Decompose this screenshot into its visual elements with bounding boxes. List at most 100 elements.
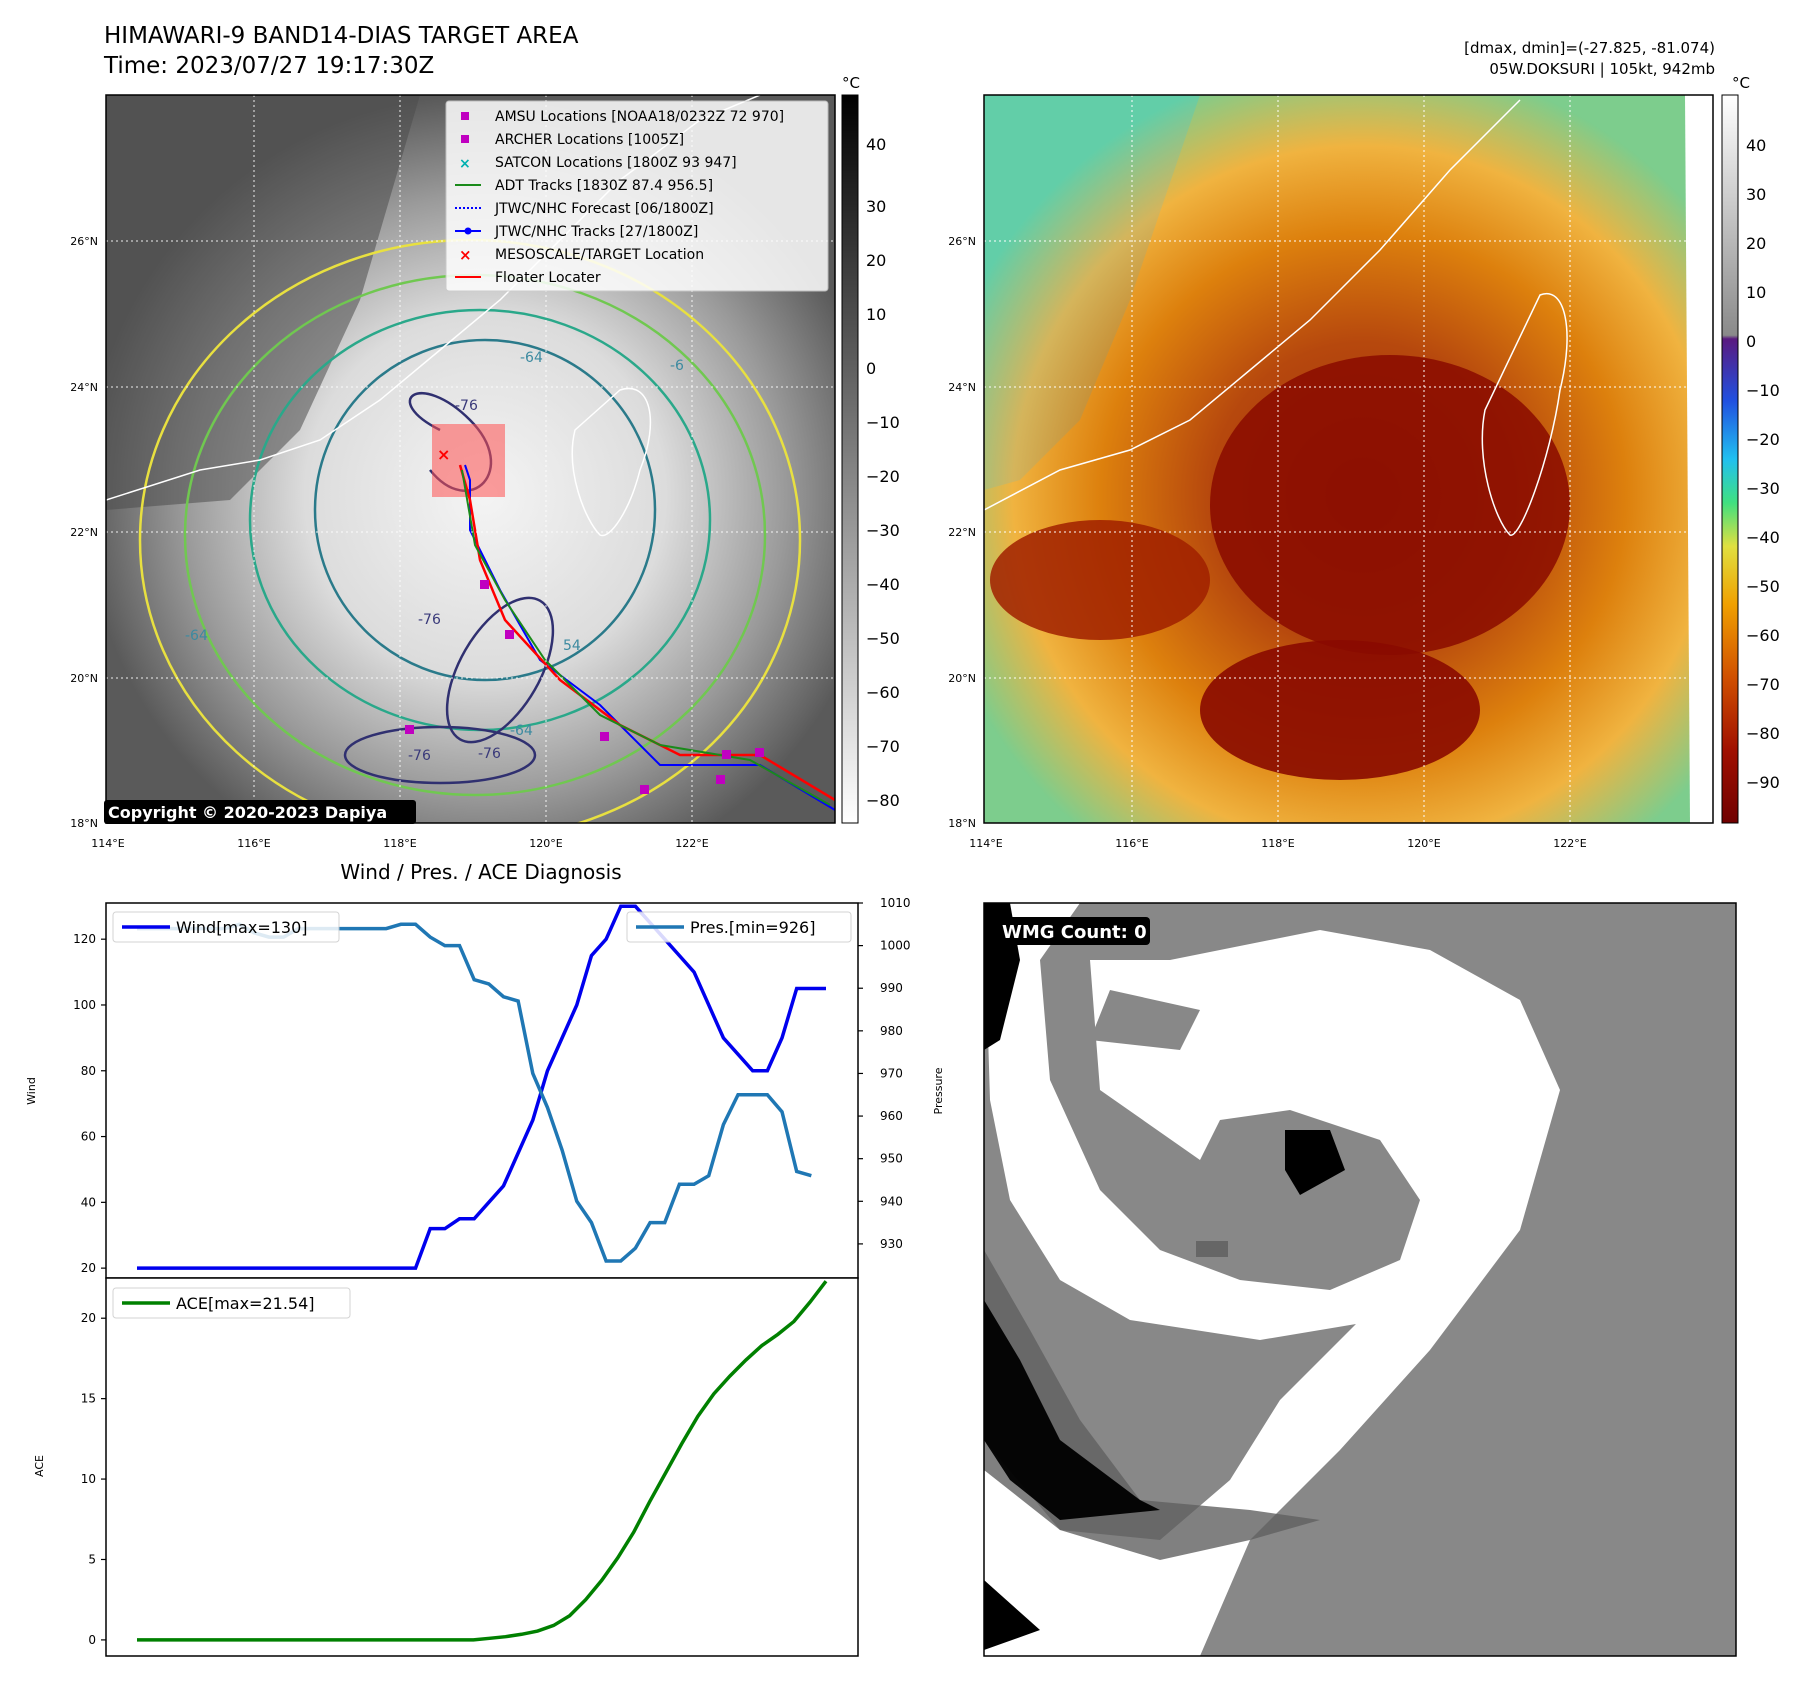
tick-label: 40 <box>81 1195 96 1209</box>
svg-text:114°E: 114°E <box>969 837 1002 850</box>
svg-text:−60: −60 <box>866 683 900 702</box>
legend-amsu: AMSU Locations [NOAA18/0232Z 72 970] <box>495 109 784 125</box>
contour-label: -76 <box>478 746 501 762</box>
svg-text:−50: −50 <box>1746 577 1780 596</box>
color-colorbar-ticks: 40 30 20 10 0 −10 −20 −30 −40 −50 −60 −7… <box>1746 136 1780 792</box>
contour-label: -76 <box>418 612 441 628</box>
ace-series-line <box>137 1280 828 1642</box>
svg-text:26°N: 26°N <box>70 235 98 248</box>
svg-text:0: 0 <box>866 359 876 378</box>
svg-text:−10: −10 <box>1746 381 1780 400</box>
legend-jtwc-forecast: JTWC/NHC Forecast [06/1800Z] <box>494 201 714 217</box>
pressure-legend-label: Pres.[min=926] <box>690 918 815 937</box>
tick-label: 0 <box>88 1633 96 1647</box>
svg-text:118°E: 118°E <box>1261 837 1294 850</box>
svg-text:−10: −10 <box>866 413 900 432</box>
wmg-count-label: WMG Count: 0 <box>1002 922 1147 943</box>
svg-text:30: 30 <box>866 197 886 216</box>
pressure-legend: Pres.[min=926] <box>626 911 852 943</box>
svg-text:120°E: 120°E <box>1407 837 1440 850</box>
contour-label: -64 <box>185 628 208 644</box>
p2-lon-ticks: 114°E 116°E 118°E 120°E 122°E <box>969 837 1586 850</box>
svg-text:−80: −80 <box>866 791 900 810</box>
ace-axis-label: ACE <box>33 1455 46 1477</box>
floater-track <box>458 464 835 802</box>
p1-lat-ticks: 18°N 20°N 22°N 24°N 26°N <box>70 235 98 830</box>
svg-text:20°N: 20°N <box>948 672 976 685</box>
p1-lon-ticks: 114°E 116°E 118°E 120°E 122°E <box>91 837 708 850</box>
mesoscale-marker: × <box>437 445 450 464</box>
svg-text:116°E: 116°E <box>237 837 270 850</box>
contour-label: -76 <box>408 748 431 764</box>
svg-text:0: 0 <box>1746 332 1756 351</box>
map-grid <box>984 95 1713 823</box>
svg-text:20°N: 20°N <box>70 672 98 685</box>
svg-text:22°N: 22°N <box>70 526 98 539</box>
contour-label: 54 <box>563 638 581 654</box>
tick-label: 20 <box>81 1261 96 1275</box>
adt-track <box>461 469 831 806</box>
gray-colorbar-ticks: 40 30 20 10 0 −10 −20 −30 −40 −50 −60 −7… <box>866 135 900 810</box>
legend-floater: Floater Locater <box>495 270 601 286</box>
tick-label: 940 <box>880 1194 903 1208</box>
legend-archer: ARCHER Locations [1005Z] <box>495 132 684 148</box>
color-colorbar <box>1721 94 1739 824</box>
svg-text:26°N: 26°N <box>948 235 976 248</box>
svg-text:18°N: 18°N <box>70 817 98 830</box>
pressure-axis-label: Pressure <box>932 1067 945 1114</box>
figure-time: Time: 2023/07/27 19:17:30Z <box>103 53 434 79</box>
gray-colorbar <box>841 94 859 824</box>
legend-adt: ADT Tracks [1830Z 87.4 956.5] <box>495 178 713 194</box>
ace-ticks: 0 5 10 15 20 <box>81 1311 106 1647</box>
svg-text:−70: −70 <box>1746 675 1780 694</box>
svg-text:122°E: 122°E <box>675 837 708 850</box>
storm-label: 05W.DOKSURI | 105kt, 942mb <box>1489 60 1715 78</box>
tick-label: 5 <box>88 1552 96 1566</box>
svg-text:18°N: 18°N <box>948 817 976 830</box>
tick-label: 990 <box>880 981 903 995</box>
svg-text:40: 40 <box>1746 136 1766 155</box>
svg-text:−20: −20 <box>1746 430 1780 449</box>
tick-label: 120 <box>73 932 96 946</box>
wind-legend: Wind[max=130] <box>112 911 340 943</box>
svg-text:10: 10 <box>866 305 886 324</box>
tick-label: 80 <box>81 1064 96 1078</box>
legend-jtwc-tracks: JTWC/NHC Tracks [27/1800Z] <box>494 224 698 240</box>
contour-label: -76 <box>455 398 478 414</box>
taiwan-outline <box>1481 292 1568 536</box>
svg-text:−30: −30 <box>1746 479 1780 498</box>
tick-label: 980 <box>880 1024 903 1038</box>
wmg-white-band <box>984 903 1560 1656</box>
ir-color-map <box>984 95 1713 823</box>
svg-text:20: 20 <box>866 251 886 270</box>
svg-text:−40: −40 <box>866 575 900 594</box>
svg-text:22°N: 22°N <box>948 526 976 539</box>
svg-text:20: 20 <box>1746 234 1766 253</box>
wind-legend-label: Wind[max=130] <box>176 918 308 937</box>
amsu-markers <box>405 580 764 794</box>
gray-colorbar-unit: °C <box>842 74 860 92</box>
contour-label: -64 <box>510 723 533 739</box>
figure-title: HIMAWARI-9 BAND14-DIAS TARGET AREA <box>104 23 579 49</box>
map-legend: AMSU Locations [NOAA18/0232Z 72 970] ARC… <box>445 100 829 292</box>
svg-text:×: × <box>459 156 471 172</box>
svg-text:30: 30 <box>1746 185 1766 204</box>
taiwan-outline <box>571 387 652 537</box>
svg-text:120°E: 120°E <box>529 837 562 850</box>
svg-text:−90: −90 <box>1746 773 1780 792</box>
svg-text:−40: −40 <box>1746 528 1780 547</box>
svg-text:−80: −80 <box>1746 724 1780 743</box>
wind-pres-ticks: 20 40 60 80 100 120 930 940 950 960 970 980 990 1000 1… <box>73 896 910 1275</box>
ace-legend: ACE[max=21.54] <box>112 1287 351 1319</box>
wmg-panel <box>984 903 1736 1656</box>
tick-label: 950 <box>880 1152 903 1166</box>
coastline <box>984 99 1521 511</box>
wind-series-line <box>137 904 826 1270</box>
copyright-text: Copyright © 2020-2023 Dapiya <box>108 803 387 822</box>
wmg-count-badge <box>996 917 1150 945</box>
tick-label: 20 <box>81 1311 96 1325</box>
tick-label: 960 <box>880 1109 903 1123</box>
svg-text:114°E: 114°E <box>91 837 124 850</box>
svg-text:24°N: 24°N <box>70 381 98 394</box>
tick-label: 970 <box>880 1066 903 1080</box>
